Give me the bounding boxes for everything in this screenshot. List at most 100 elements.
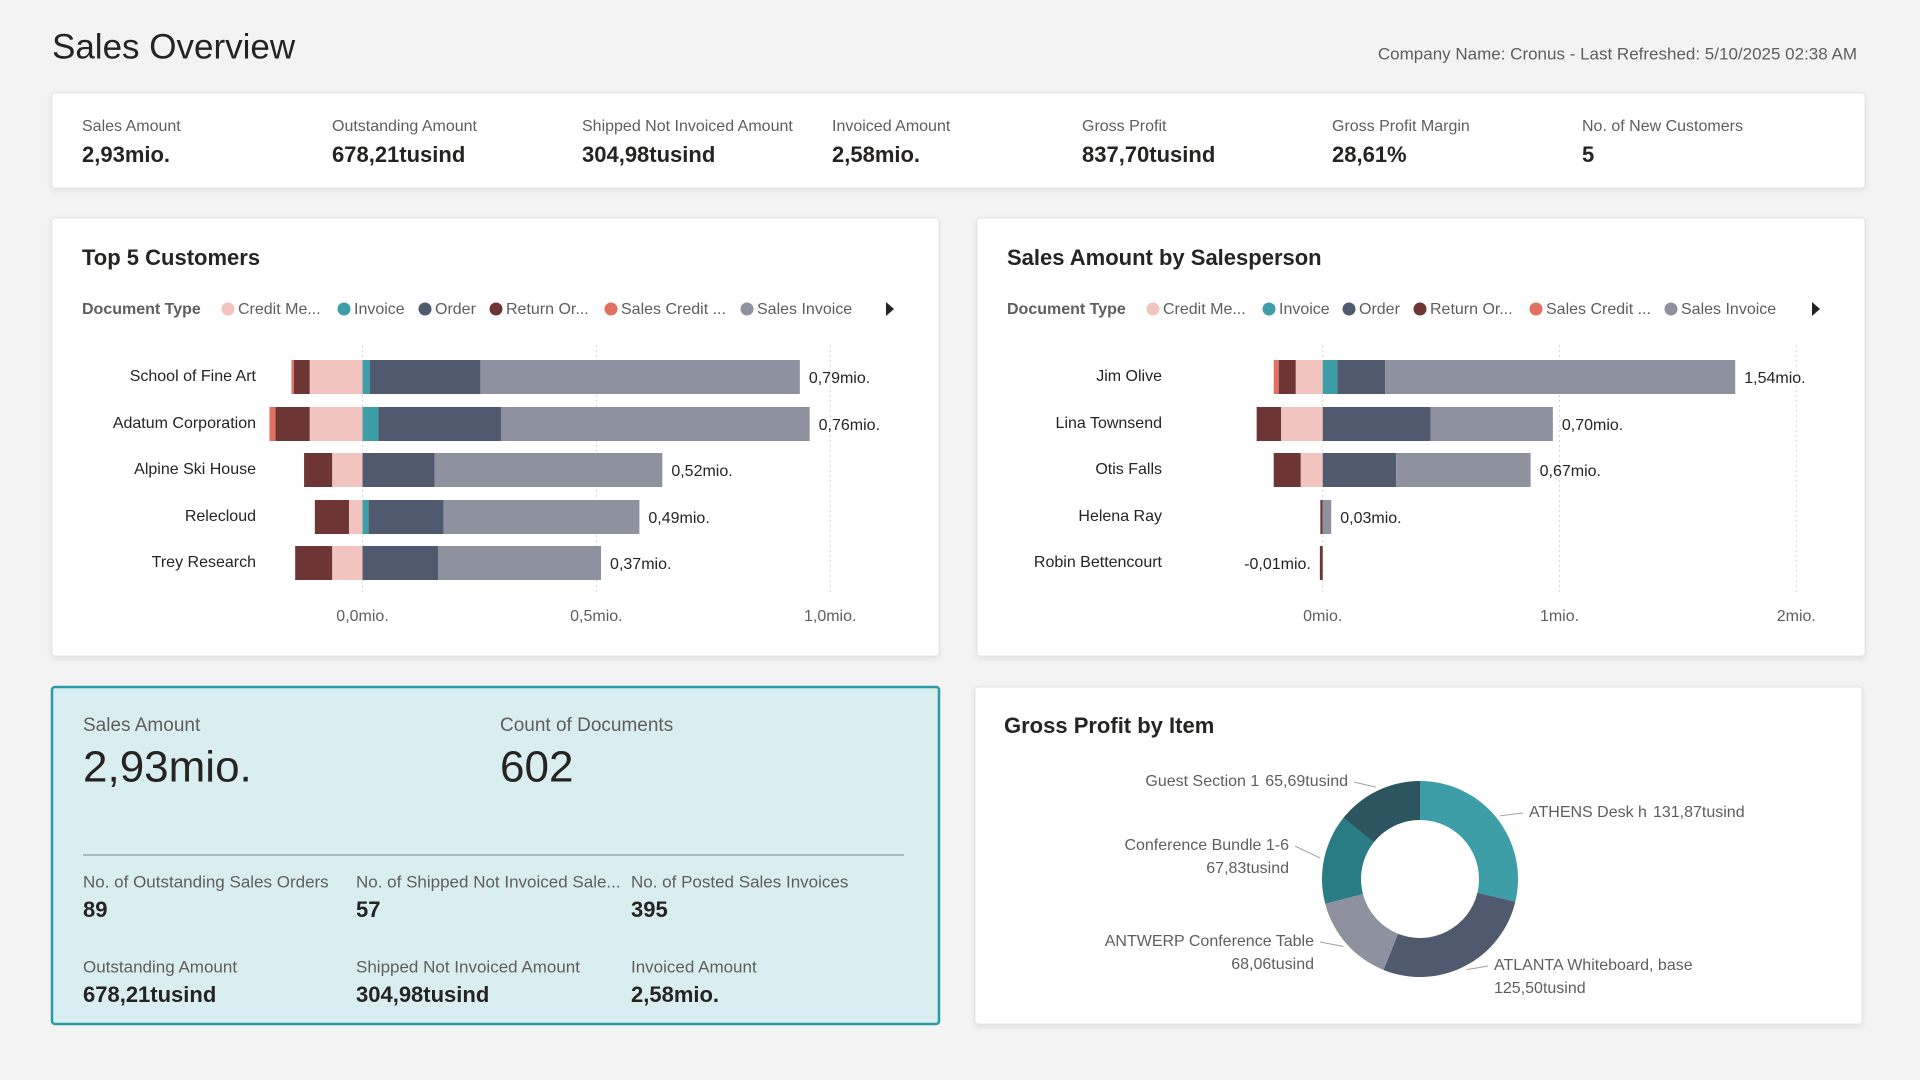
data-label: -0,01mio.	[1244, 556, 1311, 573]
bar-segment	[304, 453, 333, 487]
data-label-value: 131,87tusind	[1653, 804, 1745, 821]
data-label: 0,03mio.	[1340, 510, 1401, 527]
leader-line	[1319, 941, 1344, 947]
kpi-value: 678,21tusind	[332, 142, 465, 167]
bar-segment	[1278, 360, 1296, 394]
bar-segment	[434, 453, 663, 487]
x-tick-label: 2mio.	[1777, 608, 1816, 625]
data-label: ATHENS Desk h 131,87tusind	[1529, 804, 1745, 821]
y-tick-label: Helena Ray	[1078, 508, 1162, 525]
data-label-category: Conference Bundle 1-6	[1124, 837, 1289, 854]
data-label: 0,49mio.	[648, 510, 709, 527]
legend-marker	[418, 302, 432, 316]
chart-title: Sales Amount by Salesperson	[1007, 245, 1322, 270]
x-tick-label: 0,5mio.	[570, 608, 622, 625]
kpi-label: Shipped Not Invoiced Amount	[582, 118, 793, 135]
card-item-label: Shipped Not Invoiced Amount	[356, 957, 580, 976]
bar-segment	[1430, 407, 1553, 441]
bar-segment	[1300, 453, 1323, 487]
kpi-label: Sales Amount	[82, 118, 181, 135]
bar-segment	[362, 500, 369, 534]
legend-marker	[1413, 302, 1427, 316]
legend-label: Credit Me...	[1163, 301, 1246, 318]
legend-label: Sales Invoice	[757, 301, 852, 318]
card-item-label: No. of Posted Sales Invoices	[631, 872, 848, 891]
y-tick-label: Robin Bettencourt	[1034, 554, 1163, 571]
data-label-value: 65,69tusind	[1265, 773, 1348, 790]
bar-segment	[362, 546, 439, 580]
bar-segment	[368, 500, 444, 534]
legend-label: Credit Me...	[238, 301, 321, 318]
pie-slice	[1325, 894, 1399, 970]
bar-segment	[438, 546, 602, 580]
bar-segment	[1295, 360, 1323, 394]
data-label-category: ATLANTA Whiteboard, base	[1494, 957, 1693, 974]
bar-segment	[1322, 453, 1397, 487]
legend-marker	[1529, 302, 1543, 316]
legend-label: Return Or...	[1430, 301, 1513, 318]
y-tick-label: Trey Research	[152, 554, 256, 571]
bar-segment	[443, 500, 640, 534]
legend-title: Document Type	[1007, 301, 1126, 318]
page-subtitle: Company Name: Cronus - Last Refreshed: 5…	[1378, 44, 1857, 63]
data-label: 0,70mio.	[1562, 417, 1623, 434]
y-tick-label: School of Fine Art	[130, 368, 257, 385]
bar-segment	[1256, 407, 1282, 441]
chart-title: Gross Profit by Item	[1004, 713, 1214, 738]
card-item-label: Outstanding Amount	[83, 957, 237, 976]
y-tick-label: Jim Olive	[1096, 368, 1162, 385]
legend-marker	[1146, 302, 1160, 316]
bar-segment	[1337, 360, 1386, 394]
card-item-value: 395	[631, 897, 668, 922]
x-tick-label: 0mio.	[1303, 608, 1342, 625]
data-label: 0,76mio.	[819, 417, 880, 434]
legend-label: Invoice	[354, 301, 405, 318]
card-label: Count of Documents	[500, 715, 673, 736]
data-label: 0,79mio.	[809, 370, 870, 387]
bar-segment	[293, 360, 310, 394]
bar-segment	[1396, 453, 1531, 487]
x-tick-label: 1,0mio.	[804, 608, 856, 625]
kpi-value: 304,98tusind	[582, 142, 715, 167]
data-label: 125,50tusind	[1494, 980, 1586, 997]
data-label: 0,37mio.	[610, 556, 671, 573]
data-label: 68,06tusind	[1231, 956, 1314, 973]
kpi-value: 2,93mio.	[82, 142, 170, 167]
kpi-value: 2,58mio.	[832, 142, 920, 167]
legend-label: Sales Credit ...	[621, 301, 726, 318]
y-tick-label: Relecloud	[185, 508, 256, 525]
kpi-value: 28,61%	[1332, 142, 1407, 167]
pie-slice	[1383, 892, 1516, 977]
legend-scroll-arrow[interactable]	[1812, 302, 1820, 316]
bar-segment	[348, 500, 363, 534]
bar-segment	[1273, 360, 1279, 394]
card-main-value: 602	[500, 743, 573, 792]
legend-marker	[221, 302, 235, 316]
legend-label: Sales Credit ...	[1546, 301, 1651, 318]
bar-segment	[362, 453, 435, 487]
kpi-label: Invoiced Amount	[832, 118, 951, 135]
legend-scroll-arrow[interactable]	[886, 302, 894, 316]
bar-segment	[1319, 546, 1323, 580]
legend-marker	[1262, 302, 1276, 316]
x-tick-label: 1mio.	[1540, 608, 1579, 625]
bar-segment	[269, 407, 276, 441]
pie-slice	[1321, 818, 1374, 904]
card-item-value: 57	[356, 897, 380, 922]
legend-title: Document Type	[82, 301, 201, 318]
bar-segment	[362, 407, 379, 441]
legend-label: Order	[435, 301, 477, 318]
y-tick-label: Lina Townsend	[1056, 415, 1162, 432]
data-label: 1,54mio.	[1744, 370, 1805, 387]
bar-segment	[1273, 453, 1301, 487]
y-tick-label: Adatum Corporation	[113, 415, 256, 432]
data-label: 0,52mio.	[671, 463, 732, 480]
panel	[974, 686, 1863, 1025]
leader-line	[1500, 812, 1524, 817]
pie-slice	[1420, 781, 1519, 902]
bar-segment	[309, 407, 363, 441]
kpi-strip	[51, 92, 1866, 189]
page-title: Sales Overview	[52, 27, 296, 66]
legend-label: Invoice	[1279, 301, 1330, 318]
